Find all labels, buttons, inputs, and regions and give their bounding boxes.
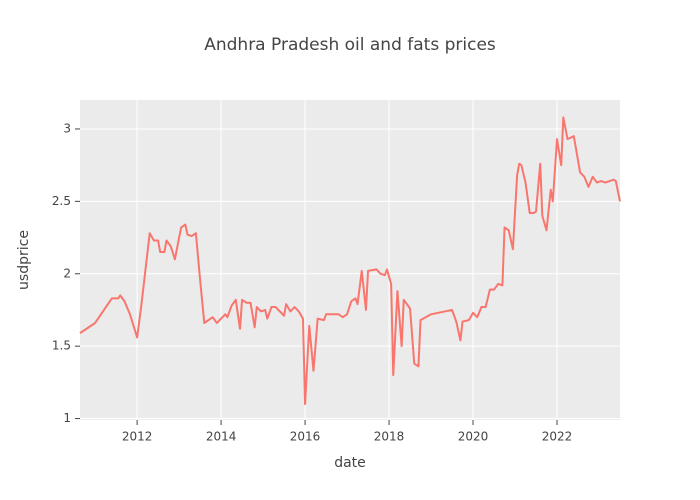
plot-background: [80, 100, 620, 420]
x-tick-label: 2014: [206, 430, 237, 444]
y-tick-label: 2: [63, 266, 71, 280]
x-tick-label: 2012: [122, 430, 153, 444]
x-tick-label: 2018: [374, 430, 405, 444]
y-axis-title: usdprice: [16, 230, 32, 290]
y-tick-label: 3: [63, 121, 71, 135]
y-tick-label: 1.5: [52, 339, 71, 353]
x-tick-label: 2020: [458, 430, 489, 444]
x-tick-label: 2016: [290, 430, 321, 444]
y-tick-label: 2.5: [52, 194, 71, 208]
x-axis-title: date: [334, 455, 366, 471]
x-tick-label: 2022: [542, 430, 573, 444]
price-line: [79, 116, 621, 406]
y-tick-label: 1: [63, 411, 71, 425]
chart-title: Andhra Pradesh oil and fats prices: [204, 35, 496, 55]
